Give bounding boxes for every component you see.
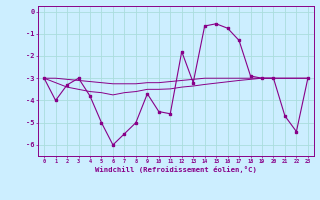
X-axis label: Windchill (Refroidissement éolien,°C): Windchill (Refroidissement éolien,°C) [95,166,257,173]
